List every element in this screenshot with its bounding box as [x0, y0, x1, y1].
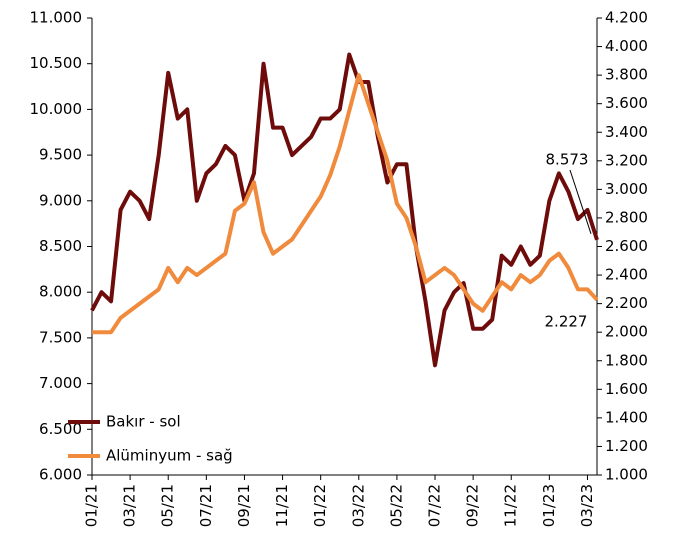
legend-label: Bakır - sol	[106, 413, 181, 431]
y-tick-label: 8.000	[39, 283, 82, 301]
y2-tick-label: 2.200	[605, 294, 648, 312]
y2-tick-label: 2.400	[605, 266, 648, 284]
series-line	[90, 52, 599, 368]
x-tick-label: 07/21	[197, 484, 215, 527]
y2-tick-label: 1.800	[605, 351, 648, 369]
series-line	[92, 73, 599, 335]
x-tick-label: 05/22	[387, 484, 405, 527]
x-tick-label: 09/21	[235, 484, 253, 527]
x-tick-label: 03/23	[578, 484, 596, 527]
x-tick-label: 03/22	[349, 484, 367, 527]
y-tick-label: 10.000	[30, 100, 83, 118]
y-tick-label: 7.500	[39, 328, 82, 346]
y-tick-label: 10.500	[30, 54, 83, 72]
x-tick-label: 05/21	[159, 484, 177, 527]
annotation: 2.227	[545, 313, 588, 331]
annotation: 8.573	[546, 151, 589, 169]
y2-tick-label: 3.800	[605, 66, 648, 84]
y2-tick-label: 1.600	[605, 380, 648, 398]
y2-tick-label: 2.800	[605, 208, 648, 226]
x-tick-label: 01/23	[540, 484, 558, 527]
y2-tick-label: 1.400	[605, 408, 648, 426]
y2-tick-label: 4.200	[605, 9, 648, 27]
y2-tick-label: 3.200	[605, 151, 648, 169]
y-tick-label: 9.500	[39, 146, 82, 164]
x-tick-label: 01/21	[83, 484, 101, 527]
y2-tick-label: 2.000	[605, 323, 648, 341]
y-tick-label: 7.000	[39, 374, 82, 392]
x-tick-label: 11/22	[502, 484, 520, 527]
y2-tick-label: 3.000	[605, 180, 648, 198]
y2-tick-label: 2.600	[605, 237, 648, 255]
x-tick-label: 03/21	[121, 484, 139, 527]
y-tick-label: 8.500	[39, 237, 82, 255]
x-tick-label: 01/22	[311, 484, 329, 527]
y2-tick-label: 3.400	[605, 123, 648, 141]
y2-tick-label: 1.000	[605, 466, 648, 484]
y2-tick-label: 1.200	[605, 437, 648, 455]
y-tick-label: 6.000	[39, 466, 82, 484]
x-tick-label: 07/22	[426, 484, 444, 527]
x-tick-label: 11/21	[273, 484, 291, 527]
y2-tick-label: 3.600	[605, 94, 648, 112]
y-tick-label: 11.000	[30, 9, 83, 27]
y2-tick-label: 4.000	[605, 37, 648, 55]
y-tick-label: 6.500	[39, 420, 82, 438]
legend-label: Alüminyum - sağ	[106, 447, 233, 465]
x-tick-label: 09/22	[464, 484, 482, 527]
y-tick-label: 9.000	[39, 191, 82, 209]
annotation-leader	[569, 169, 592, 234]
